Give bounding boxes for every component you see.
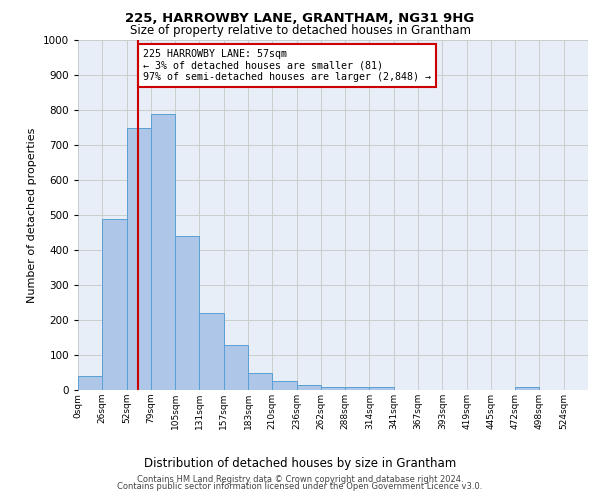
Text: Distribution of detached houses by size in Grantham: Distribution of detached houses by size … [144, 457, 456, 470]
Text: Contains HM Land Registry data © Crown copyright and database right 2024.: Contains HM Land Registry data © Crown c… [137, 475, 463, 484]
Bar [224, 344, 248, 390]
Bar [370, 387, 394, 390]
Y-axis label: Number of detached properties: Number of detached properties [27, 128, 37, 302]
Bar [248, 372, 272, 390]
Bar [175, 236, 199, 390]
Bar [127, 128, 151, 390]
Text: 225, HARROWBY LANE, GRANTHAM, NG31 9HG: 225, HARROWBY LANE, GRANTHAM, NG31 9HG [125, 12, 475, 26]
Bar [151, 114, 175, 390]
Text: Contains public sector information licensed under the Open Government Licence v3: Contains public sector information licen… [118, 482, 482, 491]
Text: 225 HARROWBY LANE: 57sqm
← 3% of detached houses are smaller (81)
97% of semi-de: 225 HARROWBY LANE: 57sqm ← 3% of detache… [143, 49, 431, 82]
Bar [345, 387, 370, 390]
Bar [78, 376, 102, 390]
Bar [199, 313, 224, 390]
Bar [102, 218, 127, 390]
Bar [321, 386, 345, 390]
Text: Size of property relative to detached houses in Grantham: Size of property relative to detached ho… [130, 24, 470, 37]
Bar [272, 381, 296, 390]
Bar [515, 387, 539, 390]
Bar [296, 385, 321, 390]
